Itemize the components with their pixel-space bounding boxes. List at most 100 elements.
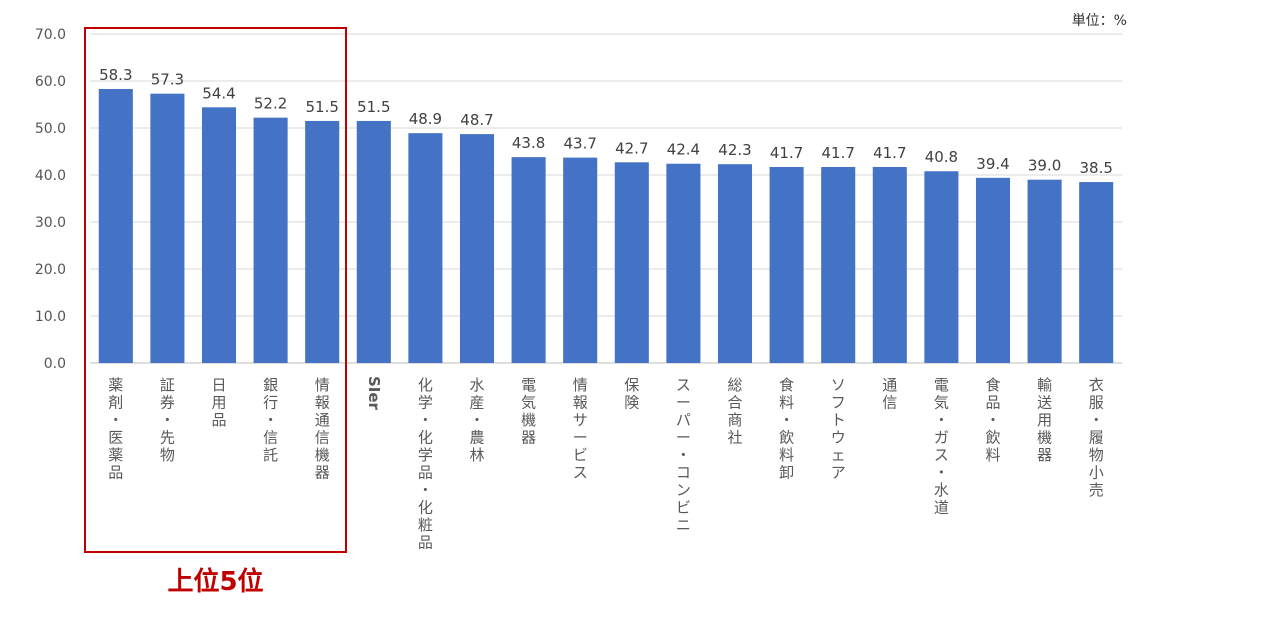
category-label: 水産・農林 [469, 376, 484, 464]
category-label-char: 医 [108, 429, 123, 447]
bar [1027, 179, 1062, 363]
category-label-char: 履 [1089, 429, 1104, 447]
bar [511, 157, 546, 363]
category-label-char: ニ [676, 516, 691, 534]
category-label: 食品・飲料 [985, 376, 1000, 464]
category-label-char: 学 [418, 446, 433, 464]
category-label-char: ガ [934, 429, 949, 447]
category-label-char: 品 [418, 534, 433, 552]
category-label-char: ・ [418, 411, 433, 429]
category-label-char: ア [831, 464, 846, 482]
category-label-char: 飲 [985, 429, 1000, 447]
category-label-char: パ [676, 411, 691, 429]
category-label-char: 物 [1089, 446, 1104, 464]
category-label-char: ・ [934, 464, 949, 482]
category-label-char: 保 [624, 376, 639, 394]
bar [717, 164, 753, 363]
category-label-char: 先 [160, 429, 175, 447]
category-label-char: コ [676, 464, 691, 482]
category-label-char: 学 [418, 394, 433, 412]
category-label-char: 農 [469, 429, 484, 447]
category-label: 銀行・信託 [263, 376, 278, 464]
category-label-char: 化 [418, 429, 433, 447]
y-tick-label: 50.0 [35, 121, 66, 137]
category-label: 食料・飲料卸 [779, 376, 794, 482]
category-label-char: 気 [934, 394, 949, 412]
category-label-char: ・ [1089, 411, 1104, 429]
bar [769, 167, 804, 363]
data-label: 39.4 [976, 155, 1009, 173]
category-label-char: ス [676, 376, 691, 394]
category-label-char: 道 [934, 499, 949, 517]
unit-label: 単位：% [1071, 13, 1127, 29]
y-tick-label: 10.0 [35, 309, 66, 325]
category-label-char: 券 [160, 394, 175, 412]
category-label: 電気・ガス・水道 [934, 376, 949, 517]
category-label-char: 情 [315, 376, 330, 394]
category-label: 保険 [624, 376, 639, 412]
category-label-char: 気 [521, 394, 536, 412]
bar [821, 167, 856, 363]
category-label-char: 薬 [108, 446, 123, 464]
category-label-char: 薬 [108, 376, 123, 394]
category-label-char: ー [573, 429, 588, 447]
y-tick-label: 30.0 [35, 215, 66, 231]
category-label: 化学・化学品・化粧品 [418, 376, 433, 552]
category-label-char: 器 [521, 429, 536, 447]
category-label-char: ソ [831, 376, 846, 394]
bar [201, 107, 237, 363]
category-label-char: 日 [211, 376, 226, 394]
bar [563, 157, 598, 363]
category-label-char: 機 [315, 446, 330, 464]
bar [408, 133, 443, 363]
category-label-char: 剤 [108, 394, 123, 412]
data-label: 42.7 [615, 139, 648, 157]
category-label: 通信 [882, 376, 897, 412]
category-label-char: 料 [779, 394, 794, 412]
category-label-char: 報 [315, 394, 330, 412]
data-label: 51.5 [305, 98, 338, 116]
category-label-text: SIer [365, 376, 383, 411]
y-tick-label: 40.0 [35, 168, 66, 184]
data-label: 54.4 [202, 84, 235, 102]
top5-highlight-box [84, 27, 347, 553]
category-label-char: 衣 [1089, 376, 1104, 394]
category-label-char: ー [676, 394, 691, 412]
bar [459, 134, 495, 363]
category-label-char: 用 [211, 394, 226, 412]
data-label: 41.7 [821, 144, 854, 162]
y-tick-label: 20.0 [35, 262, 66, 278]
category-label-char: ・ [418, 481, 433, 499]
category-label-char: 信 [315, 429, 330, 447]
bar [975, 177, 1011, 363]
category-label-char: ・ [263, 411, 278, 429]
category-label-char: 品 [418, 464, 433, 482]
category-label-char: 合 [727, 394, 742, 412]
category-label-char: ・ [934, 411, 949, 429]
category-label-char: 飲 [779, 429, 794, 447]
data-label: 42.4 [667, 141, 700, 159]
category-label-char: 産 [469, 394, 484, 412]
category-label-char: ・ [676, 446, 691, 464]
category-label: 日用品 [211, 376, 226, 429]
category-label-char: ン [676, 481, 691, 499]
category-label-char: 険 [624, 394, 639, 412]
data-label: 58.3 [99, 66, 132, 84]
category-label-char: 信 [263, 429, 278, 447]
data-label: 51.5 [357, 98, 390, 116]
category-label-char: 林 [469, 446, 484, 464]
bar [150, 93, 185, 363]
category-label-char: 銀 [263, 376, 278, 394]
y-tick-label: 70.0 [35, 27, 66, 43]
category-label-char: 水 [469, 376, 484, 394]
category-label-char: ェ [831, 446, 846, 464]
bar [356, 120, 391, 363]
category-label-char: 電 [521, 376, 536, 394]
category-label-char: 証 [160, 376, 175, 394]
